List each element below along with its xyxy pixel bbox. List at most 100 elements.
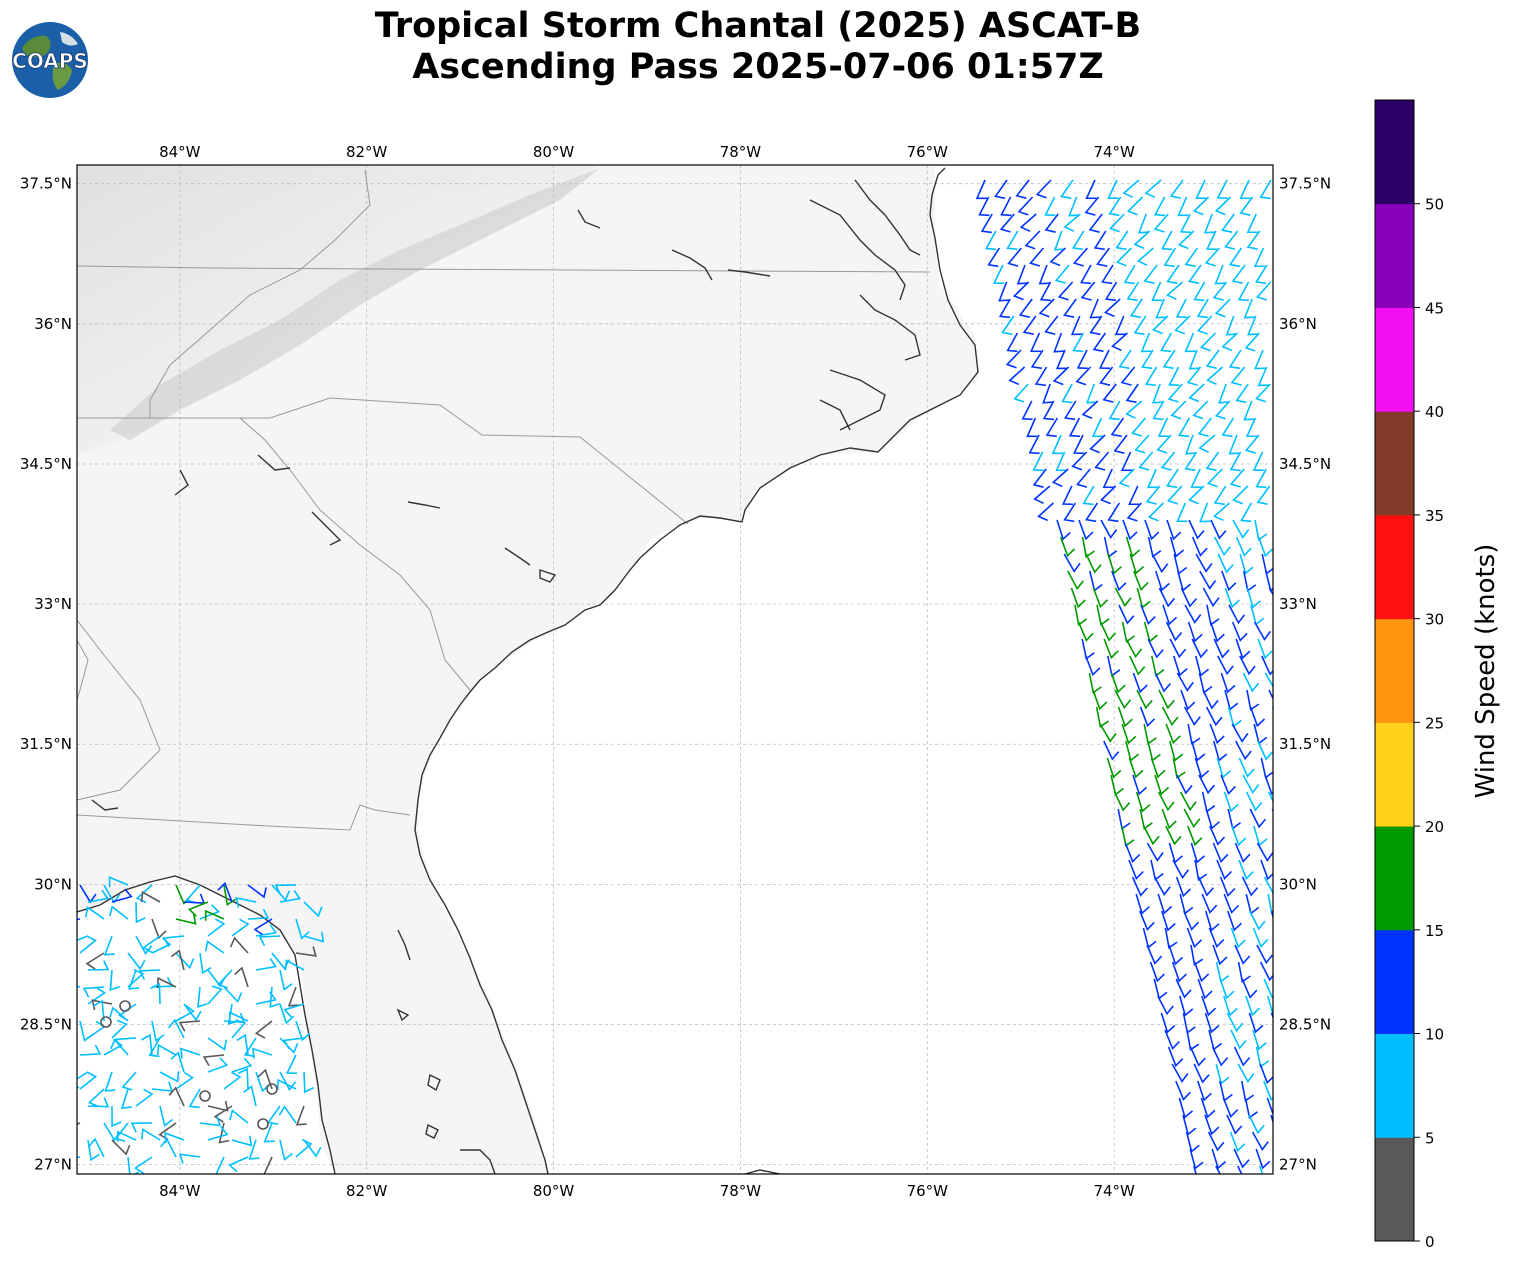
wind-barb bbox=[1249, 808, 1267, 829]
wind-barb bbox=[258, 935, 281, 947]
wind-barb bbox=[1131, 876, 1148, 897]
wind-barb bbox=[1248, 1012, 1264, 1034]
wind-barb bbox=[1246, 587, 1262, 609]
calm-wind-marker bbox=[266, 1083, 278, 1095]
wind-barb bbox=[1208, 927, 1225, 949]
wind-barb bbox=[1266, 1097, 1273, 1117]
wind-barb bbox=[167, 1018, 185, 1039]
wind-barb bbox=[1153, 196, 1166, 217]
wind-barb bbox=[1245, 417, 1258, 438]
wind-barb bbox=[1092, 587, 1109, 609]
wind-barb bbox=[1256, 485, 1271, 505]
wind-barb bbox=[1077, 621, 1094, 642]
wind-barb bbox=[1221, 417, 1235, 438]
wind-barb bbox=[1089, 434, 1106, 454]
wind-barb bbox=[254, 1020, 273, 1039]
wind-barb bbox=[1135, 893, 1150, 915]
wind-barb bbox=[207, 1057, 229, 1073]
wind-barb bbox=[247, 908, 270, 920]
wind-barb bbox=[1235, 638, 1251, 660]
wind-barb bbox=[1118, 349, 1132, 370]
wind-barb bbox=[1055, 451, 1067, 472]
wind-barb bbox=[1205, 910, 1220, 932]
wind-barb bbox=[1180, 587, 1198, 608]
wind-barb bbox=[1118, 468, 1135, 488]
wind-barb bbox=[111, 888, 133, 903]
wind-barb bbox=[1212, 842, 1229, 863]
wind-barb bbox=[1231, 825, 1247, 847]
wind-barb bbox=[1151, 281, 1163, 302]
wind-barb bbox=[135, 901, 146, 924]
wind-barb bbox=[1075, 366, 1092, 386]
lon-tick-label-bottom: 78°W bbox=[720, 1182, 762, 1200]
wind-barb bbox=[1117, 706, 1133, 728]
wind-barb bbox=[1007, 247, 1023, 267]
wind-barb bbox=[1261, 655, 1273, 676]
wind-barb bbox=[1271, 910, 1273, 921]
wind-barb bbox=[1201, 893, 1218, 914]
wind-barb bbox=[1197, 1080, 1212, 1102]
wind-barb bbox=[1160, 1012, 1176, 1034]
wind-barb bbox=[1102, 468, 1114, 489]
wind-barb bbox=[135, 935, 153, 955]
wind-barb bbox=[1157, 893, 1173, 915]
wind-barb bbox=[1099, 621, 1117, 642]
wind-barb bbox=[1176, 672, 1194, 692]
wind-barb bbox=[1165, 723, 1181, 745]
wind-barb bbox=[1175, 876, 1192, 898]
wind-barb bbox=[1239, 655, 1256, 676]
wind-barb bbox=[1217, 553, 1234, 574]
wind-barb bbox=[1230, 1029, 1247, 1050]
wind-barb bbox=[1194, 859, 1208, 882]
wind-barb bbox=[1268, 689, 1273, 701]
wind-barb bbox=[228, 1011, 249, 1023]
wind-barb bbox=[1094, 451, 1110, 471]
wind-barb bbox=[1144, 179, 1162, 199]
wind-barb bbox=[1239, 553, 1254, 575]
wind-barb bbox=[1129, 553, 1145, 575]
wind-barb bbox=[1099, 723, 1117, 743]
wind-barb bbox=[207, 918, 226, 937]
wind-barb bbox=[1146, 944, 1163, 965]
wind-barb bbox=[248, 1139, 260, 1160]
wind-barb bbox=[1063, 553, 1081, 573]
wind-barb bbox=[1255, 468, 1267, 489]
wind-barb bbox=[1205, 349, 1220, 369]
wind-barb bbox=[156, 1043, 177, 1056]
wind-barb bbox=[170, 949, 185, 971]
wind-barb bbox=[1160, 332, 1173, 353]
wind-barb bbox=[116, 1130, 137, 1142]
wind-barb bbox=[1206, 366, 1224, 386]
wind-barb bbox=[1038, 298, 1055, 318]
wind-barb bbox=[1219, 876, 1236, 898]
wind-barb bbox=[999, 213, 1015, 233]
wind-barb bbox=[215, 1156, 225, 1174]
terrain-ridge bbox=[110, 168, 600, 440]
wind-barb bbox=[231, 1019, 247, 1039]
wind-barb bbox=[1161, 230, 1173, 251]
lat-tick-label-right: 31.5°N bbox=[1279, 735, 1331, 753]
wind-barb bbox=[159, 1071, 180, 1083]
wind-barb bbox=[1151, 553, 1169, 574]
wind-barb bbox=[1161, 706, 1179, 727]
wind-barb bbox=[285, 1054, 298, 1075]
wind-barb bbox=[1038, 264, 1050, 285]
wind-barb bbox=[1241, 1183, 1255, 1202]
wind-barb bbox=[271, 952, 290, 970]
wind-barb bbox=[1032, 468, 1047, 488]
wind-barb bbox=[1103, 298, 1121, 318]
wind-barb bbox=[1254, 349, 1266, 370]
wind-barb bbox=[295, 1138, 313, 1158]
wind-barb bbox=[159, 1105, 173, 1127]
colorbar-tick-label: 45 bbox=[1425, 299, 1444, 317]
wind-barb bbox=[1147, 638, 1164, 659]
axis-tick-labels: 84°W 84°W 82°W 82°W 80°W 80°W 78°W 78°W 76°W 76°W… bbox=[20, 143, 1331, 1200]
wind-barb bbox=[183, 1003, 202, 1022]
wind-barb bbox=[1110, 417, 1125, 438]
wind-barb bbox=[1200, 1097, 1216, 1119]
wind-barb bbox=[1184, 604, 1202, 624]
wind-barb bbox=[1193, 961, 1210, 983]
wind-barb bbox=[1034, 366, 1048, 387]
wind-barb bbox=[1114, 689, 1132, 710]
wind-barb bbox=[1165, 621, 1183, 642]
